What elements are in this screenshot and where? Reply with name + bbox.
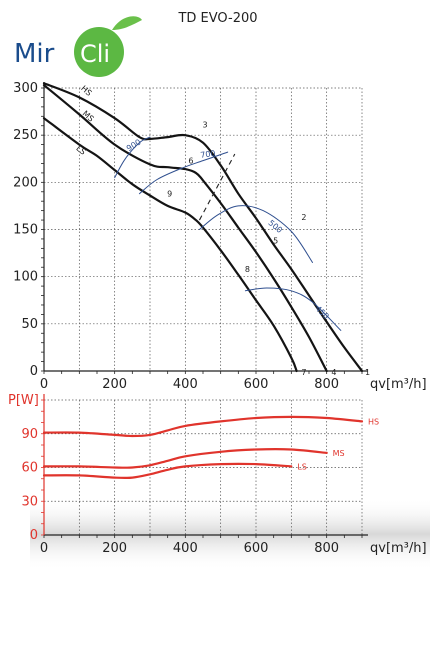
y-tick-label: 100 (13, 270, 38, 285)
curve-label: 6 (188, 156, 193, 165)
chart-title: TD EVO-200 (177, 11, 257, 26)
logo-circle (74, 27, 124, 77)
y-tick-label: 90 (21, 427, 38, 442)
power-chart: 0 200 400 600 800 0 30 60 90 qv[m³/h] P[W] HS MS LS (8, 393, 427, 556)
series-LS (42, 117, 298, 373)
x-axis-label: qv[m³/h] (370, 377, 427, 392)
plot-shadow (30, 498, 430, 570)
power-label-LS: LS (297, 462, 307, 471)
y-tick-label: 0 (30, 364, 38, 379)
x-tick-label: 400 (173, 377, 198, 392)
curve-label: 4 (331, 368, 336, 377)
leaf-icon (112, 16, 142, 30)
curve-label-hs: HS (79, 84, 93, 98)
x-tick-label: 200 (102, 377, 127, 392)
x-tick-label: 800 (314, 541, 339, 556)
curve-label: 1 (365, 368, 370, 377)
x-tick-label: 600 (244, 541, 269, 556)
series-MS (42, 84, 328, 373)
grid (43, 87, 363, 371)
series-500 (199, 205, 313, 263)
dashed-divider (198, 153, 236, 221)
power-label-HS: HS (368, 417, 379, 426)
iso-label: 900 (125, 137, 143, 153)
power-label-MS: MS (333, 449, 345, 458)
iso-label: 500 (267, 218, 284, 235)
y-tick-label: 60 (21, 461, 38, 476)
curve-label-ms: MS (81, 109, 96, 124)
y-tick-label: 50 (21, 317, 38, 332)
series-HS (42, 415, 364, 438)
pressure-chart: 0 200 400 600 800 0 50 100 150 200 250 300 qv[m³/h] 7… (13, 81, 426, 392)
y-axis-label: P[W] (8, 393, 39, 408)
y-tick-label: 200 (13, 175, 38, 190)
x-tick-label: 400 (173, 541, 198, 556)
curve-label: 2 (301, 213, 306, 222)
curve-label: 8 (245, 265, 250, 274)
x-tick-label: 600 (244, 377, 269, 392)
curve-label-ls: LS (74, 144, 87, 157)
series-450 (244, 287, 342, 331)
logo-text-cli: Cli (80, 40, 110, 68)
logo-text-mir: Mir (14, 39, 55, 69)
y-tick-label: 150 (13, 223, 38, 238)
series-MS (42, 448, 328, 469)
logo: Mir Cli (14, 16, 142, 77)
y-tick-label: 30 (21, 494, 38, 509)
iso-label: 450 (313, 304, 330, 321)
series-700 (138, 151, 229, 195)
curve-label: 9 (167, 189, 172, 198)
x-tick-label: 0 (40, 377, 48, 392)
y-tick-label: 0 (30, 528, 38, 543)
x-axis-label: qv[m³/h] (370, 541, 427, 556)
series-LS (42, 462, 293, 480)
x-tick-label: 800 (314, 377, 339, 392)
y-tick-label: 250 (13, 128, 38, 143)
y-tick-label: 300 (13, 81, 38, 96)
curve-label: 5 (273, 237, 278, 246)
x-tick-label: 0 (40, 541, 48, 556)
curve-label: 3 (202, 121, 207, 130)
curve-label: 7 (301, 368, 306, 377)
x-tick-label: 200 (102, 541, 127, 556)
iso-label: 700 (200, 149, 216, 160)
series-900 (114, 136, 151, 179)
